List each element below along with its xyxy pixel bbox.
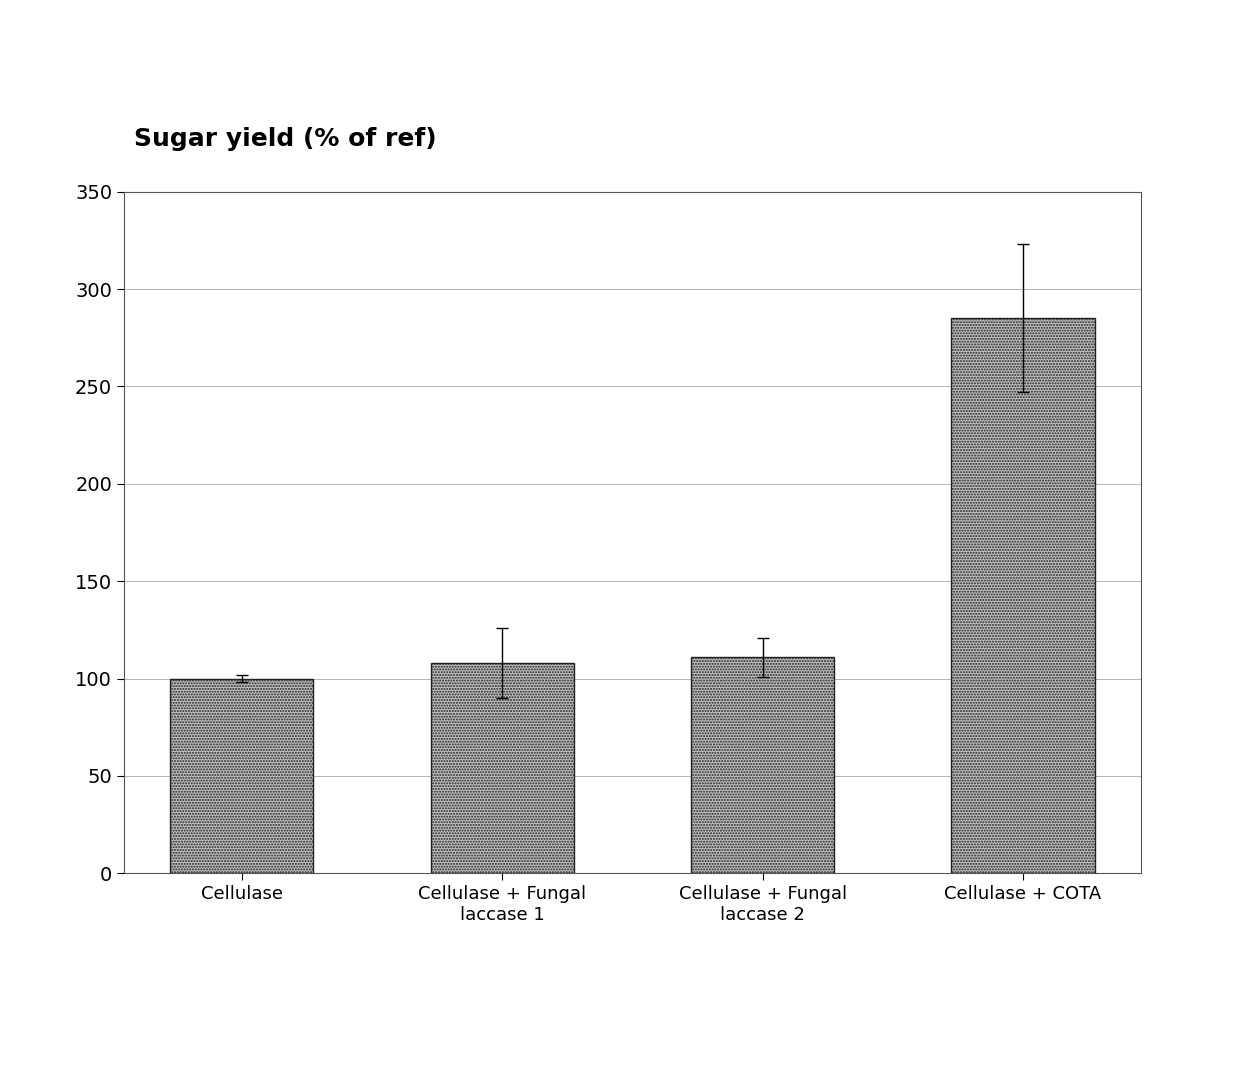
Bar xyxy=(951,318,1095,873)
Bar xyxy=(691,657,835,873)
Text: Sugar yield (% of ref): Sugar yield (% of ref) xyxy=(134,127,436,151)
Bar xyxy=(170,678,314,873)
Bar xyxy=(430,663,574,873)
